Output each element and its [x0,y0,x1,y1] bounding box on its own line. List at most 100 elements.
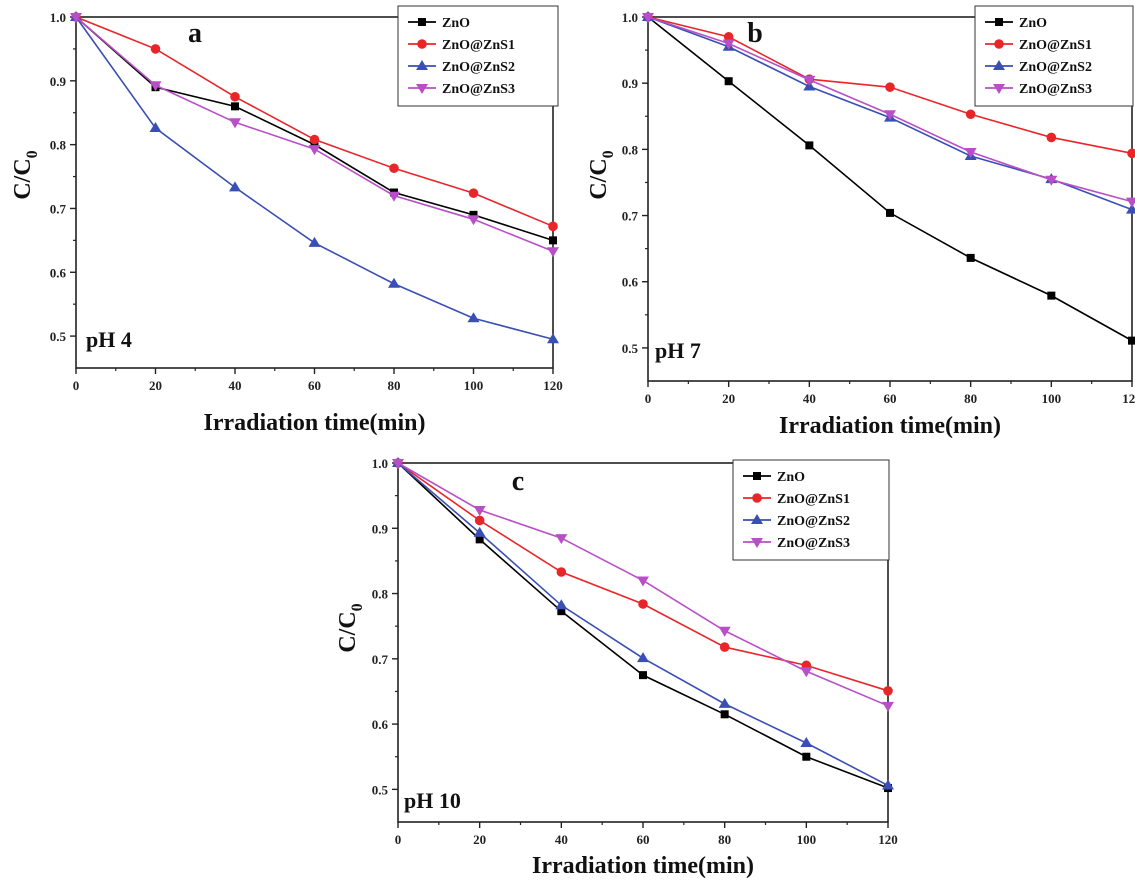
y-tick-label: 0.7 [50,201,67,216]
data-point-ZnO@ZnS3 [642,13,654,23]
data-point-ZnO@ZnS2 [718,697,731,708]
ph-annotation: pH 10 [404,788,461,813]
x-tick-label: 40 [229,378,242,393]
y-tick-label: 1.0 [622,10,638,25]
legend-label: ZnO@ZnS3 [1019,82,1092,97]
data-point-ZnO@ZnS1 [883,686,893,696]
data-point-ZnO@ZnS1 [638,599,648,609]
data-point-ZnO@ZnS3 [149,81,162,92]
data-point-ZnO@ZnS2 [308,236,321,247]
y-axis-title: C/C0 [586,150,617,199]
ph-annotation: pH 4 [86,327,132,352]
data-point-ZnO@ZnS1 [548,221,558,232]
panel-label: c [512,466,524,497]
data-point-ZnO [886,208,894,217]
legend-marker [994,39,1004,49]
data-point-ZnO@ZnS3 [882,701,894,712]
y-tick-label: 0.7 [622,209,639,224]
y-tick-label: 0.8 [372,587,389,602]
x-tick-label: 100 [797,832,817,847]
data-point-ZnO@ZnS1 [150,44,161,54]
legend-marker [416,84,428,94]
data-point-ZnO@ZnS3 [467,215,480,226]
y-axis-title: C/C0 [335,603,366,652]
y-axis-title-subscript: 0 [24,150,41,158]
data-point-ZnO@ZnS3 [388,191,400,202]
x-tick-label: 60 [637,832,650,847]
legend-label: ZnO [1019,16,1047,31]
legend: ZnO ZnO@ZnS1 ZnO@ZnS2 ZnO@ZnS3 [974,5,1134,107]
data-point-ZnO@ZnS3 [803,75,816,86]
legend: ZnO ZnO@ZnS1 ZnO@ZnS2 ZnO@ZnS3 [397,5,559,107]
data-point-ZnO [1047,291,1056,300]
legend-label: ZnO [442,16,470,31]
data-point-ZnO@ZnS1 [468,188,479,198]
x-tick-label: 60 [884,391,897,406]
x-tick-label: 20 [722,391,735,406]
data-point-ZnO [966,253,975,262]
data-point-ZnO@ZnS3 [1045,175,1058,186]
y-axis-title-main: C/C [10,158,36,199]
y-tick-label: 1.0 [50,10,66,25]
legend-marker [751,538,763,548]
legend-marker [995,18,1003,26]
y-axis-title-main: C/C [586,158,612,199]
data-point-ZnO [549,236,557,245]
panel-b: 0 20 40 60 80 100 120 0.5 0.6 0.7 0.8 0.9 1.0 Irradia… [586,5,1135,439]
legend-label: ZnO@ZnS2 [442,60,515,75]
data-point-ZnO@ZnS3 [473,505,486,516]
legend-label: ZnO@ZnS1 [442,38,515,53]
data-point-ZnO@ZnS1 [723,32,734,42]
legend-label: ZnO@ZnS1 [1019,38,1092,53]
data-point-ZnO [475,535,484,544]
data-point-ZnO [557,607,566,616]
data-point-ZnO [231,102,239,111]
y-axis-title-main: C/C [335,611,361,652]
data-point-ZnO [310,140,319,149]
ph-annotation: pH 7 [655,338,701,363]
y-tick-label: 0.9 [372,521,389,536]
data-point-ZnO@ZnS1 [309,134,320,145]
x-tick-label: 80 [718,832,731,847]
data-point-ZnO@ZnS2 [555,599,568,610]
data-point-ZnO@ZnS3 [1126,197,1135,208]
x-tick-label: 0 [73,378,80,393]
data-point-ZnO@ZnS3 [229,118,241,129]
x-axis-title: Irradiation time(min) [204,410,426,436]
legend-marker [753,472,761,480]
data-point-ZnO@ZnS2 [388,277,400,288]
data-point-ZnO [724,77,733,86]
data-point-ZnO@ZnS2 [229,181,241,192]
panel-c: 0 20 40 60 80 100 120 0.5 0.6 0.7 0.8 0.9 1.0 Irradia… [335,456,898,879]
x-tick-label: 20 [149,378,162,393]
data-point-ZnO@ZnS3 [308,145,321,156]
data-point-ZnO [639,671,647,680]
data-point-ZnO@ZnS1 [230,91,240,102]
y-tick-label: 0.6 [622,275,639,290]
data-point-ZnO [720,710,729,719]
y-tick-label: 0.8 [50,138,67,153]
legend: ZnO ZnO@ZnS1 ZnO@ZnS2 ZnO@ZnS3 [732,459,890,561]
x-tick-label: 80 [964,391,977,406]
data-point-ZnO [805,141,814,150]
data-point-ZnO@ZnS2 [473,526,486,537]
legend-marker [417,39,427,49]
data-point-ZnO@ZnS3 [884,110,896,121]
data-point-ZnO@ZnS2 [467,312,480,323]
data-point-ZnO@ZnS1 [556,567,567,577]
data-point-ZnO@ZnS1 [1127,148,1135,159]
legend-label: ZnO@ZnS3 [442,82,515,97]
data-point-ZnO@ZnS3 [722,39,735,50]
legend-marker [752,493,762,503]
y-tick-label: 0.9 [50,74,67,89]
data-point-ZnO@ZnS1 [389,163,399,174]
legend-marker [418,18,426,26]
data-point-ZnO@ZnS3 [547,247,559,258]
data-point-ZnO@ZnS3 [555,534,568,545]
data-point-ZnO@ZnS2 [800,737,813,748]
x-tick-label: 0 [645,391,652,406]
legend-marker [993,84,1005,94]
data-point-ZnO [1128,336,1135,345]
y-tick-label: 0.7 [372,652,389,667]
